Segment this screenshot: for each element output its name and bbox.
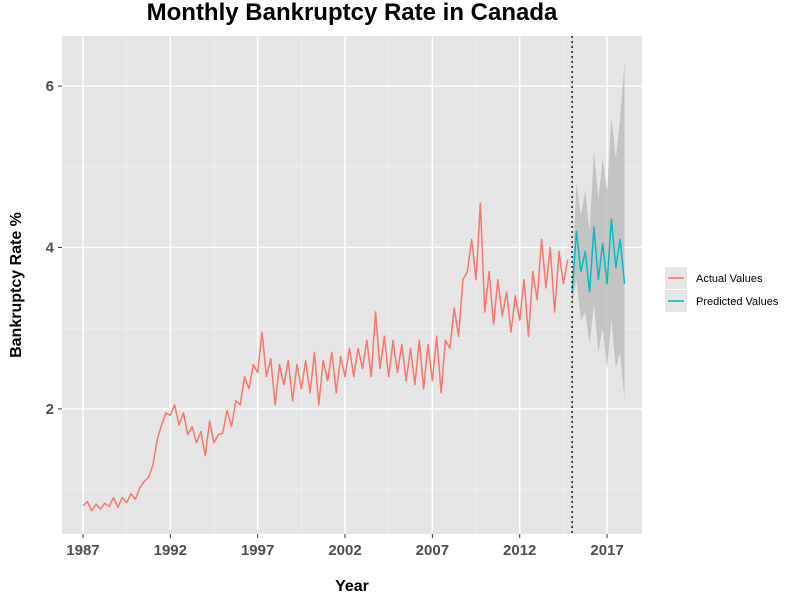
x-tick-label: 1987: [66, 542, 99, 559]
prediction-interval-band: [572, 61, 625, 401]
predicted-values-line: [571, 218, 626, 293]
legend-label: Actual Values: [696, 273, 763, 285]
x-axis-ticks: 1987 1992 1997 2002 2007 2012 2017: [66, 534, 624, 559]
series-lines: [82, 202, 626, 512]
x-tick-label: 1997: [241, 542, 274, 559]
x-tick-label: 2002: [328, 542, 361, 559]
y-axis-ticks: 2 4 6: [46, 78, 62, 418]
major-gridlines: [62, 36, 642, 534]
legend: Actual Values Predicted Values: [665, 267, 779, 312]
plot-panel: [62, 36, 642, 534]
actual-values-line: [82, 202, 569, 512]
x-axis-title: Year: [335, 578, 369, 595]
y-tick-label: 4: [46, 239, 55, 256]
legend-label: Predicted Values: [696, 296, 779, 308]
chart-title: Monthly Bankruptcy Rate in Canada: [147, 0, 558, 26]
x-tick-label: 2007: [416, 542, 449, 559]
confidence-band: [572, 61, 625, 401]
minor-gridlines: [62, 36, 642, 534]
x-tick-label: 1992: [154, 542, 187, 559]
x-tick-label: 2017: [590, 542, 623, 559]
y-tick-label: 2: [46, 401, 54, 418]
y-tick-label: 6: [46, 78, 54, 95]
y-axis-title: Bankruptcy Rate %: [8, 212, 25, 358]
x-tick-label: 2012: [503, 542, 536, 559]
